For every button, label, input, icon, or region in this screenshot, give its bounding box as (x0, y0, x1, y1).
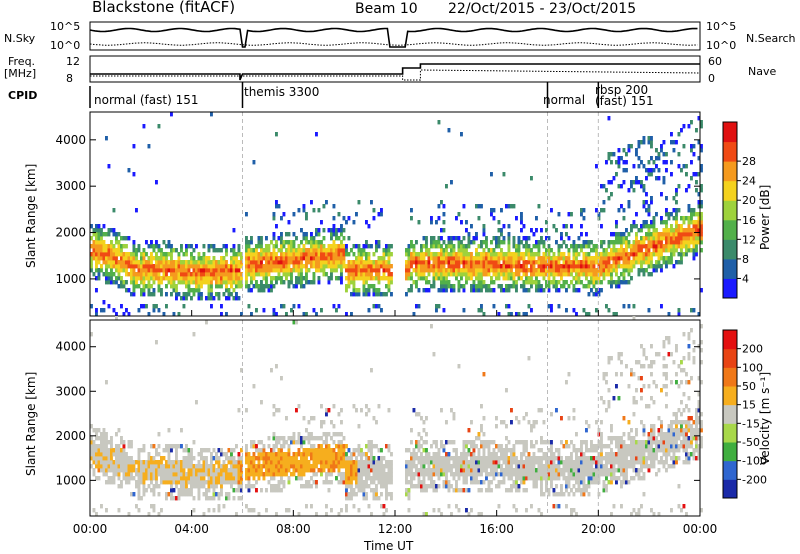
velocity-colorbar-seg-2 (723, 442, 737, 462)
power-colorbar-seg-4 (723, 200, 737, 221)
power-ytick-label-0: 1000 (55, 272, 86, 286)
freq-line (90, 63, 700, 81)
nsky-line (89, 27, 698, 48)
freq-panel (89, 55, 701, 83)
velocity-ytick-label-3: 4000 (55, 340, 86, 354)
xtick-label-3: 12:00 (378, 522, 413, 536)
freq-tick-bottom: 8 (66, 72, 73, 85)
station-title: Blackstone (fitACF) (92, 0, 236, 16)
cpid-segment-1: normal (fast) 151 (94, 93, 199, 107)
nsky-panel (89, 21, 701, 51)
nave-label: Nave (748, 65, 777, 78)
velocity-colorbar-label-1: 100 (742, 361, 763, 374)
power-plot-bg (90, 112, 700, 316)
power-colorbar-seg-5 (723, 180, 737, 201)
velocity-colorbar-seg-3 (723, 423, 737, 443)
power-colorbar-frame (722, 121, 738, 299)
xtick-label-6: 00:00 (683, 522, 718, 536)
xtick-label-0: 00:00 (73, 522, 108, 536)
freq-unit: [MHz] (4, 67, 37, 80)
velocity-colorbar-label-4: -15 (742, 417, 760, 430)
power-colorbar-label-3: 16 (742, 214, 756, 227)
nsearch-tick-bottom: 10^0 (706, 39, 737, 52)
velocity-colorbar-seg-5 (723, 386, 737, 406)
velocity-colorbar-label-0: 200 (742, 343, 763, 356)
nsky-tick-bottom: 10^0 (50, 39, 81, 52)
velocity-colorbar-label-7: -200 (742, 473, 767, 486)
nave-tick-top: 60 (708, 55, 722, 68)
cpid-segment-5: (fast) 151 (595, 94, 654, 108)
velocity-colorbar-label-2: 50 (742, 380, 756, 393)
xtick-label-4: 16:00 (479, 522, 514, 536)
power-colorbar-label-0: 4 (742, 272, 749, 285)
power-colorbar-seg-7 (723, 141, 737, 162)
power-colorbar-seg-8 (723, 122, 737, 143)
velocity-colorbar-seg-7 (723, 348, 737, 368)
power-heatmap-cells (90, 112, 703, 317)
power-ytick-label-1: 2000 (55, 226, 86, 240)
nsearch-label: N.Search (746, 32, 796, 45)
velocity-colorbar-seg-8 (723, 330, 737, 350)
nave-tick-bottom: 0 (708, 72, 715, 85)
power-ytick-label-3: 4000 (55, 133, 86, 147)
power-colorbar-label-6: 28 (742, 155, 756, 168)
velocity-ytick-label-0: 1000 (55, 473, 86, 487)
power-colorbar-seg-2 (723, 239, 737, 260)
power-colorbar-seg-3 (723, 219, 737, 240)
x-axis-label: Time UT (364, 539, 414, 553)
freq-label: Freq. (8, 55, 36, 68)
xtick-label-5: 20:00 (581, 522, 616, 536)
velocity-heatmap-cells (90, 316, 703, 517)
xtick-label-2: 08:00 (276, 522, 311, 536)
nsky-label: N.Sky (4, 32, 36, 45)
xtick-label-1: 04:00 (174, 522, 209, 536)
nsky-tick-top: 10^5 (50, 20, 81, 33)
freq-tick-top: 12 (66, 55, 80, 68)
power-colorbar-seg-1 (723, 258, 737, 279)
power-colorbar-label-4: 20 (742, 194, 756, 207)
velocity-colorbar-seg-0 (723, 479, 737, 499)
cpid-label: CPID (8, 89, 38, 102)
velocity-colorbar-label-3: 15 (742, 399, 756, 412)
velocity-ytick-label-2: 3000 (55, 384, 86, 398)
power-colorbar-seg-6 (723, 161, 737, 182)
cpid-segment-2: themis 3300 (244, 85, 320, 99)
velocity-colorbar-seg-4 (723, 404, 737, 424)
cpid-segment-4: rbsp 200 (595, 83, 649, 97)
nave-line (90, 69, 701, 81)
power-colorbar-label-1: 8 (742, 253, 749, 266)
beam-label: Beam 10 (355, 1, 418, 17)
velocity-colorbar-label-5: -50 (742, 436, 760, 449)
velocity-colorbar-label-6: -100 (742, 455, 767, 468)
nsearch-line (89, 42, 698, 46)
velocity-colorbar-frame (722, 329, 738, 499)
power-colorbar-seg-0 (723, 278, 737, 299)
nsearch-tick-top: 10^5 (706, 20, 737, 33)
velocity-colorbar-seg-6 (723, 367, 737, 387)
cpid-segment-3: normal (543, 93, 586, 107)
velocity-colorbar-seg-1 (723, 460, 737, 480)
velocity-ytick-label-1: 2000 (55, 429, 86, 443)
power-colorbar-label-2: 12 (742, 233, 756, 246)
power-ytick-label-2: 3000 (55, 179, 86, 193)
date-range: 22/Oct/2015 - 23/Oct/2015 (448, 1, 637, 17)
power-colorbar-label-5: 24 (742, 175, 756, 188)
